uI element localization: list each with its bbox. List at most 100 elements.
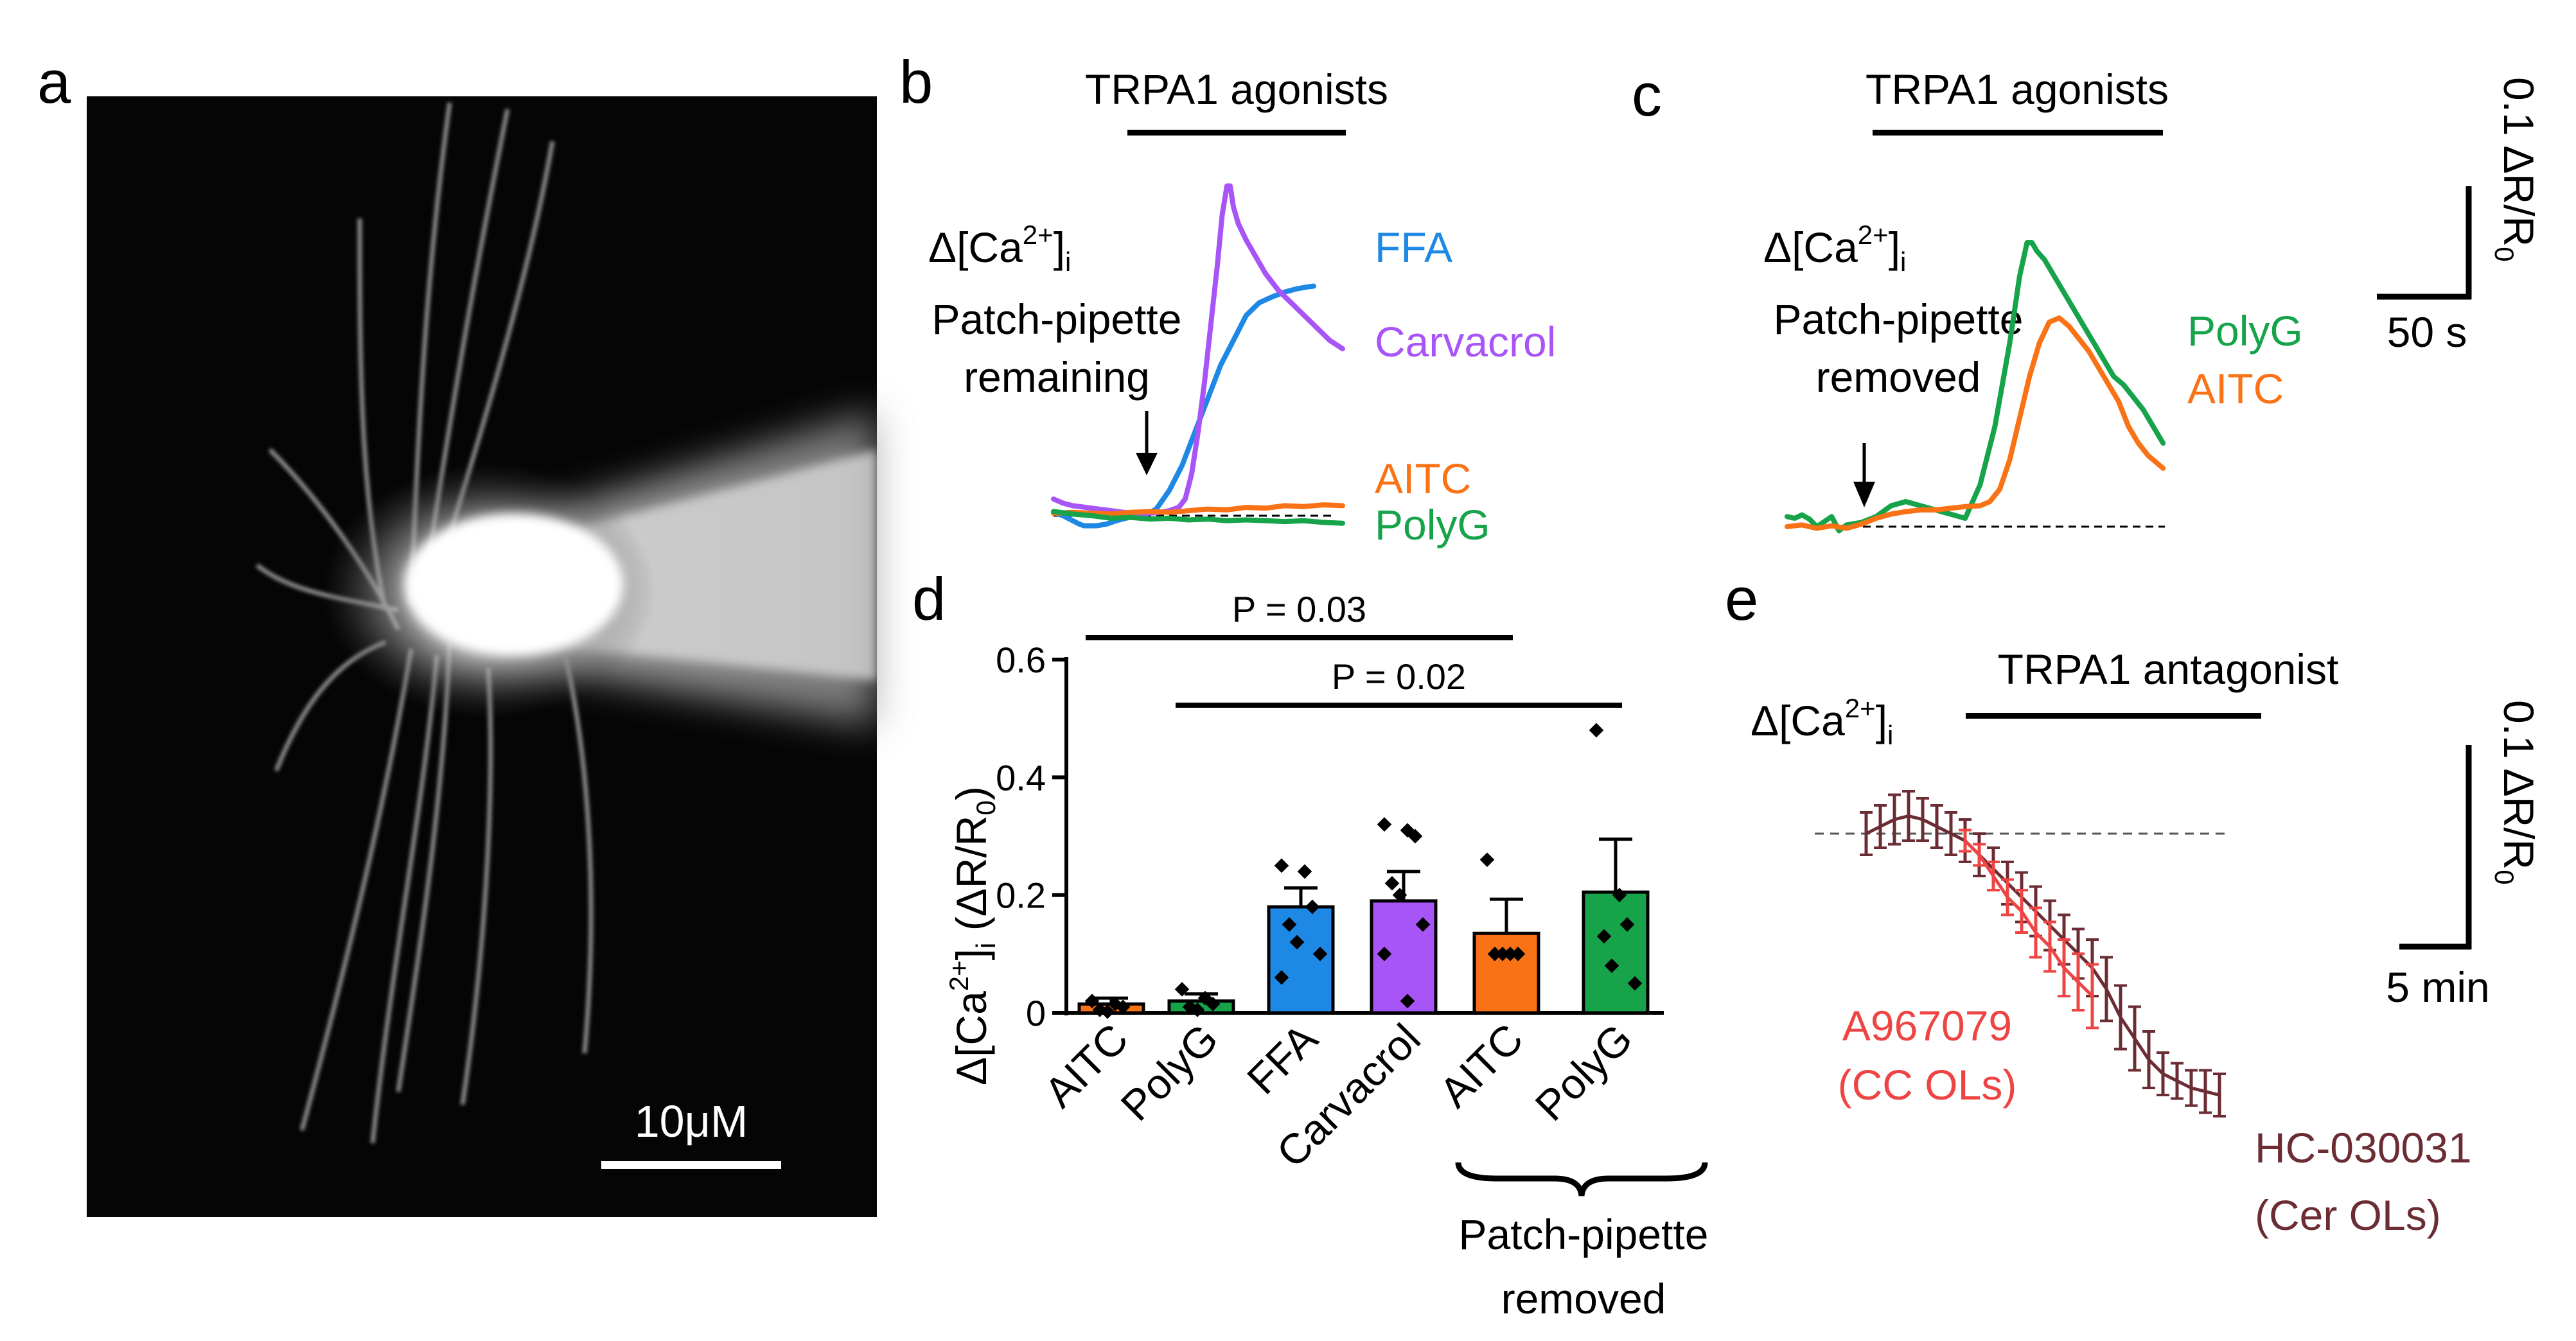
panel-e-label-cer-ols: (Cer OLs) <box>2255 1191 2441 1239</box>
panel-e-series-hc030031 <box>1865 814 2220 1097</box>
panel-b-ylabel: Δ[Ca2+]i <box>928 220 1071 277</box>
panel-d-data-point <box>1604 958 1619 973</box>
panel-d-group-label-line1: Patch-pipette <box>1459 1211 1709 1258</box>
panel-a-micrograph: 10μM <box>87 96 877 1217</box>
panel-d-pvalue: P = 0.02 <box>1332 656 1466 697</box>
panel-b-legend-aitc: AITC <box>1375 455 1471 502</box>
panel-d-ytick-label: 0 <box>1026 993 1046 1033</box>
panel-d-data-point <box>1289 934 1305 950</box>
panel-d-data-point <box>1503 947 1518 961</box>
panel-d-category-label: FFA <box>1238 1015 1327 1103</box>
panel-b-trace-polyg <box>1051 509 1345 526</box>
panel-d-ytick-label: 0.2 <box>996 875 1046 916</box>
panel-d-ytick-label: 0.6 <box>996 640 1046 680</box>
panel-d-data-point <box>1596 929 1612 944</box>
panel-b-arrow <box>1136 411 1158 475</box>
panel-b-legend-carvacrol: Carvacrol <box>1375 318 1556 365</box>
panel-c-legend-polyg: PolyG <box>2187 307 2303 355</box>
panel-b-label: b <box>899 48 933 116</box>
panel-d-data-point <box>1415 917 1431 932</box>
panel-d-bar <box>1267 905 1335 1015</box>
panel-d-data-point <box>1274 970 1289 985</box>
panel-d-data-point <box>1612 888 1627 902</box>
panel-c-annotation-line2: removed <box>1816 353 1981 401</box>
panel-e-scale-y-label: 0.1 ΔR/R0 <box>2489 700 2543 885</box>
soma <box>405 514 623 655</box>
panel-c-arrow <box>1853 443 1875 507</box>
panel-d-data-point <box>1487 947 1503 961</box>
panel-b-trace-aitc <box>1051 502 1345 517</box>
panel-e-time-course <box>1860 790 2226 1118</box>
panel-b-agonist-label: TRPA1 agonists <box>1085 66 1388 113</box>
panel-c-label: c <box>1632 61 1662 128</box>
panel-c-traces <box>1785 240 2166 534</box>
panel-d-group-label-line2: removed <box>1501 1275 1666 1322</box>
panel-b: b TRPA1 agonists Δ[Ca2+]i Patch-pipette … <box>899 48 1556 548</box>
panel-b-legend-ffa: FFA <box>1375 224 1452 271</box>
panel-d-data-point <box>1115 999 1131 1015</box>
panel-d-ylabel: Δ[Ca2+]i (ΔR/R0) <box>944 786 1001 1085</box>
panel-e: e TRPA1 antagonist Δ[Ca2+]i A967079 (CC … <box>1725 565 2543 1239</box>
panel-a-label: a <box>37 48 71 116</box>
panel-d-bar <box>1472 931 1540 1015</box>
panel-d-data-point <box>1205 996 1221 1012</box>
panel-d-data-point <box>1377 817 1392 832</box>
panel-d-data-point <box>1407 828 1423 844</box>
panel-e-series-a967079 <box>1964 839 2094 997</box>
panel-d-data-point <box>1400 994 1415 1008</box>
panel-e-label-cc-ols: (CC OLs) <box>1838 1061 2017 1109</box>
panel-c-agonist-label: TRPA1 agonists <box>1866 66 2169 113</box>
panel-c-trace-polyg <box>1785 240 2166 534</box>
panel-d-data-point <box>1297 864 1312 879</box>
panel-d-ytick-label: 0.4 <box>996 757 1046 798</box>
panel-d-data-point <box>1589 723 1604 738</box>
panel-c-scale-bar <box>2377 186 2472 300</box>
panel-d-data-point <box>1274 858 1289 873</box>
scale-bar-label: 10μM <box>635 1096 748 1146</box>
panel-d-data-point <box>1305 899 1320 915</box>
panel-e-label-hc030031: HC-030031 <box>2255 1124 2472 1171</box>
panel-d-data-point <box>1282 917 1297 932</box>
panel-e-label-a967079: A967079 <box>1842 1002 2012 1049</box>
panel-d-label: d <box>912 565 946 633</box>
panel-b-annotation-line2: remaining <box>964 353 1150 401</box>
panel-d-bar <box>1582 890 1650 1015</box>
panel-d-data-point <box>1084 994 1100 1008</box>
panel-d-category-label: PolyG <box>1526 1015 1641 1130</box>
panel-b-annotation-line1: Patch-pipette <box>932 295 1182 343</box>
panel-b-legend-polyg: PolyG <box>1375 501 1490 548</box>
panel-b-traces <box>1051 183 1345 529</box>
panel-d-data-point <box>1384 876 1400 891</box>
panel-c-agonist-bar <box>1873 130 2163 136</box>
panel-d-data-point <box>1312 947 1328 961</box>
panel-e-ylabel: Δ[Ca2+]i <box>1751 693 1893 750</box>
panel-c-annotation-line1: Patch-pipette <box>1774 295 2024 343</box>
panel-b-agonist-bar <box>1127 130 1346 136</box>
panel-d-data-point <box>1479 852 1495 867</box>
panel-d-data-point <box>1377 947 1392 961</box>
panel-d-data-point <box>1619 917 1635 932</box>
scale-bar <box>601 1161 781 1169</box>
panel-e-antagonist-label: TRPA1 antagonist <box>1998 645 2339 693</box>
panel-d-group-brace <box>1455 1162 1708 1196</box>
panel-e-scale-x-label: 5 min <box>2386 963 2489 1011</box>
panel-e-label: e <box>1725 565 1758 633</box>
panel-d-category-label: AITC <box>1430 1015 1532 1117</box>
panel-c-scale-y-label: 0.1 ΔR/R0 <box>2489 77 2543 262</box>
panel-c-trace-aitc <box>1785 315 2166 531</box>
panel-c: c TRPA1 agonists Δ[Ca2+]i Patch-pipette … <box>1632 61 2543 534</box>
panel-d-pvalue: P = 0.03 <box>1232 589 1366 629</box>
panel-d-data-point <box>1190 1003 1205 1017</box>
panel-c-ylabel: Δ[Ca2+]i <box>1763 220 1906 277</box>
panel-d-data-point <box>1495 947 1510 961</box>
oligodendrocyte-image <box>255 102 877 1144</box>
panel-d-data-point <box>1392 888 1407 902</box>
panel-d-data-point <box>1627 976 1643 991</box>
panel-b-trace-carvacrol <box>1051 183 1345 516</box>
panel-d-data-point <box>1100 1004 1115 1019</box>
panel-c-scale-x-label: 50 s <box>2387 308 2467 356</box>
panel-d-data-point <box>1510 947 1526 961</box>
